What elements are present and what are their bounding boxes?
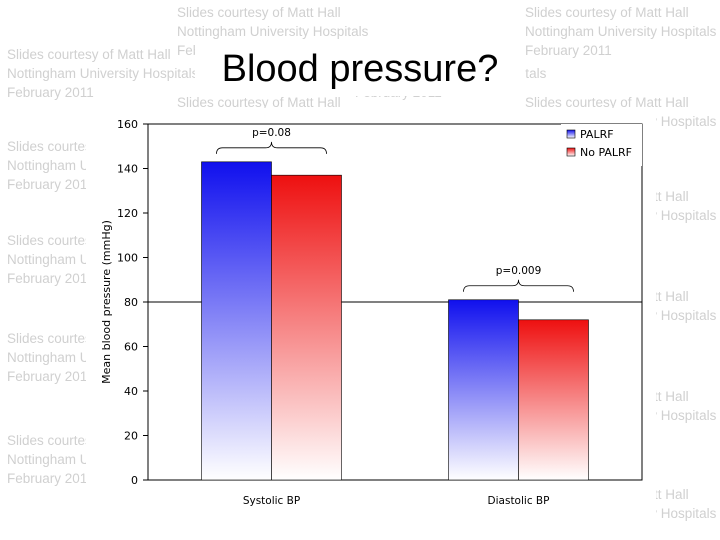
watermark-line: February 2011 xyxy=(525,43,612,58)
p-value-bracket xyxy=(216,141,327,154)
y-tick-label: 100 xyxy=(117,252,138,265)
watermark-line: Slides courtesy of Matt Hall xyxy=(177,95,341,110)
y-tick-label: 20 xyxy=(124,430,138,443)
watermark-block-left-top: Slides courtesy of Matt Hall Nottingham U… xyxy=(7,45,198,102)
watermark-line: Slides courtesy of Matt Hall xyxy=(525,5,689,20)
legend-label: PALRF xyxy=(580,128,614,141)
p-value-label: p=0.08 xyxy=(252,127,291,139)
slide-title: Blood pressure? xyxy=(195,42,525,96)
y-tick-label: 60 xyxy=(124,341,138,354)
y-tick-label: 120 xyxy=(117,207,138,220)
y-tick-label: 160 xyxy=(117,118,138,131)
y-axis-label: Mean blood pressure (mmHg) xyxy=(100,220,113,384)
bar-no-palrf xyxy=(271,174,342,481)
bar-chart: 0 20 40 60 80 100 120 140 160 Systolic BP p=0.08 Di… xyxy=(100,118,643,507)
bar-no-palrf xyxy=(518,319,589,481)
watermark-block-center-2: Slides courtesy of Matt Hall xyxy=(177,93,341,112)
p-value-label: p=0.009 xyxy=(496,265,542,277)
legend-swatch xyxy=(566,129,576,139)
watermark-line: Slides courtesy of Matt Hall xyxy=(177,5,341,20)
watermark-line: Slides courtesy of Matt Hall xyxy=(525,95,689,110)
y-tick-label: 0 xyxy=(131,474,138,487)
watermark-block-top-right: Slides courtesy of Matt Hall Nottingham U… xyxy=(525,3,716,60)
x-category-label: Systolic BP xyxy=(243,495,300,507)
chart-panel: 0 20 40 60 80 100 120 140 160 Systolic BP p=0.08 Di… xyxy=(86,108,656,540)
x-category-label: Diastolic BP xyxy=(488,495,550,507)
legend-swatch xyxy=(566,147,576,157)
bar-palrf xyxy=(201,161,272,481)
y-tick-label: 140 xyxy=(117,163,138,176)
watermark-line: Nottingham University Hospitals xyxy=(7,66,199,81)
legend-label: No PALRF xyxy=(580,146,632,159)
watermark-line: Nottingham University Hospitals xyxy=(525,24,717,39)
watermark-line: Nottingham University Hospitals xyxy=(177,24,369,39)
y-tick-label: 40 xyxy=(124,385,138,398)
y-tick-label: 80 xyxy=(124,296,138,309)
watermark-line: February 2011 xyxy=(7,85,94,100)
p-value-bracket xyxy=(463,279,574,292)
bar-palrf xyxy=(448,299,519,481)
watermark-line: Slides courtesy of Matt Hall xyxy=(7,47,171,62)
